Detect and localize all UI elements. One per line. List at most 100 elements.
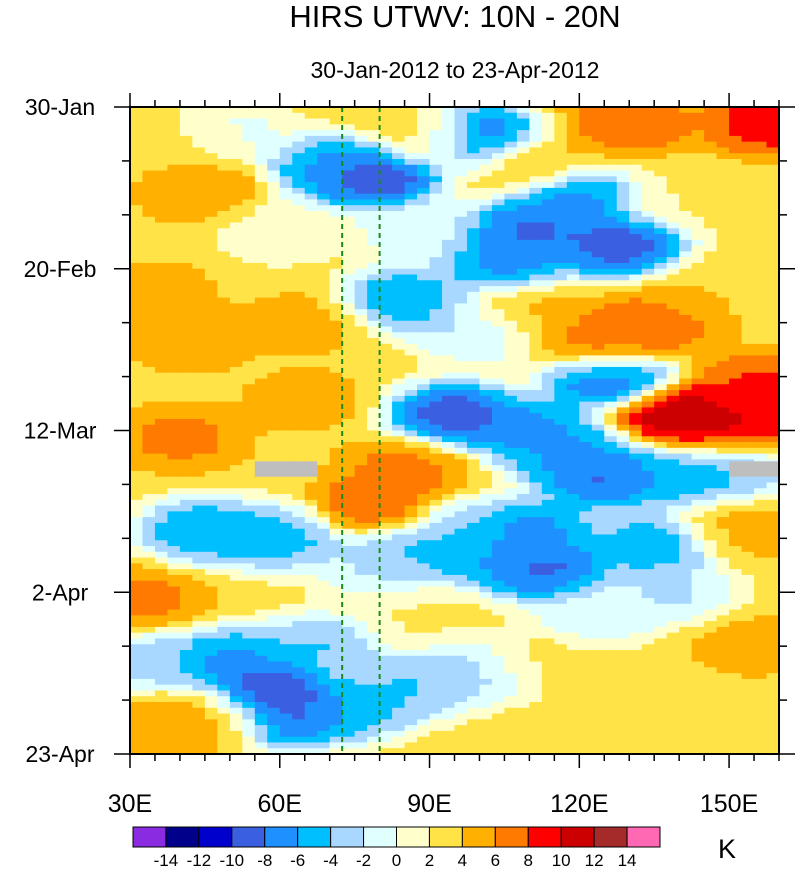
field-cell <box>192 135 206 143</box>
field-cell <box>529 655 543 663</box>
field-cell <box>629 280 643 287</box>
field-cell <box>629 725 643 732</box>
field-cells <box>130 107 779 754</box>
field-cell <box>142 130 156 137</box>
field-cell <box>504 199 518 206</box>
field-cell <box>204 314 218 322</box>
field-cell <box>204 690 218 697</box>
field-cell <box>304 430 318 437</box>
field-cell <box>566 517 580 524</box>
field-cell <box>292 650 306 657</box>
field-cell <box>367 603 381 611</box>
field-cell <box>304 482 318 489</box>
field-cell <box>554 459 568 466</box>
field-cell <box>292 673 306 680</box>
field-cell <box>654 684 668 692</box>
field-cell <box>204 696 218 703</box>
field-cell <box>217 730 231 738</box>
field-cell <box>304 661 318 668</box>
field-cell <box>367 314 381 322</box>
field-cell <box>242 678 256 686</box>
field-cell <box>666 268 680 276</box>
field-cell <box>242 442 256 449</box>
field-cell <box>616 187 630 195</box>
field-cell <box>429 505 443 512</box>
field-cell <box>254 551 268 559</box>
field-cell <box>629 147 643 154</box>
field-cell <box>192 459 206 466</box>
field-cell <box>641 205 655 212</box>
field-cell <box>466 546 481 553</box>
field-cell <box>491 551 506 559</box>
field-cell <box>142 338 156 345</box>
field-cell <box>579 580 593 588</box>
field-cell <box>679 124 693 131</box>
field-cell <box>354 476 368 484</box>
field-cell <box>192 176 206 183</box>
field-cell <box>354 586 368 593</box>
field-cell <box>429 413 443 420</box>
field-cell <box>579 390 593 397</box>
field-cell <box>392 280 406 287</box>
field-cell <box>342 361 356 368</box>
field-cell <box>491 430 506 437</box>
field-cell <box>354 609 368 616</box>
field-cell <box>379 655 393 663</box>
field-cell <box>479 372 493 380</box>
field-cell <box>167 661 181 668</box>
field-cell <box>392 690 406 697</box>
field-cell <box>479 713 493 720</box>
field-cell <box>154 187 169 195</box>
field-cell <box>179 182 194 189</box>
field-cell <box>429 436 443 443</box>
field-cell <box>367 413 381 420</box>
field-cell <box>404 569 418 576</box>
field-cell <box>317 135 331 143</box>
field-cell <box>317 130 331 137</box>
field-cell <box>367 598 381 605</box>
field-cell <box>317 268 331 276</box>
field-cell <box>404 130 418 137</box>
field-cell <box>329 598 343 605</box>
field-cell <box>554 603 568 611</box>
field-cell <box>154 470 169 478</box>
field-cell <box>167 418 181 426</box>
field-cell <box>616 239 630 247</box>
field-cell <box>229 684 243 692</box>
field-cell <box>292 742 306 749</box>
field-cell <box>217 176 231 183</box>
field-cell <box>541 661 555 668</box>
field-cell <box>367 170 381 177</box>
field-cell <box>641 436 655 443</box>
field-cell <box>317 118 331 125</box>
field-cell <box>192 366 206 374</box>
field-cell <box>616 366 630 374</box>
field-cell <box>579 551 593 559</box>
field-cell <box>591 707 605 715</box>
field-cell <box>392 118 406 125</box>
field-cell <box>641 118 655 125</box>
field-cell <box>554 257 568 264</box>
field-cell <box>516 349 530 357</box>
field-cell <box>367 494 381 501</box>
field-cell <box>167 320 181 328</box>
field-cell <box>641 725 655 732</box>
field-cell <box>429 309 443 316</box>
field-cell <box>666 309 680 316</box>
field-cell <box>130 372 144 380</box>
field-cell <box>466 118 481 125</box>
field-cell <box>329 182 343 189</box>
field-cell <box>491 413 506 420</box>
field-cell <box>417 170 431 177</box>
field-cell <box>454 349 468 357</box>
field-cell <box>491 326 506 333</box>
field-cell <box>317 678 331 686</box>
field-cell <box>417 696 431 703</box>
field-cell <box>192 626 206 634</box>
field-cell <box>666 534 680 541</box>
field-cell <box>466 528 481 536</box>
field-cell <box>566 603 580 611</box>
field-cell <box>179 447 194 455</box>
field-cell <box>541 505 555 512</box>
field-cell <box>491 187 506 195</box>
